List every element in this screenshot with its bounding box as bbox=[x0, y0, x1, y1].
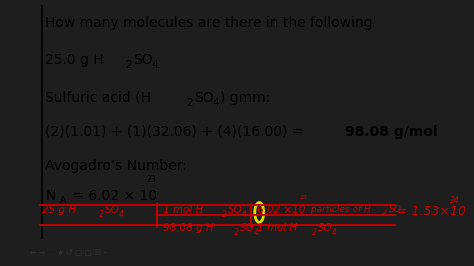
Text: 2: 2 bbox=[99, 210, 104, 219]
Text: 98.08 g H: 98.08 g H bbox=[163, 223, 213, 232]
Text: = 6.02 × 10: = 6.02 × 10 bbox=[67, 189, 157, 203]
Text: 2: 2 bbox=[312, 228, 317, 237]
Text: 2: 2 bbox=[125, 60, 131, 70]
Text: 4: 4 bbox=[212, 98, 219, 108]
Text: (2)(1.01) + (1)(32.06) + (4)(16.00) =: (2)(1.01) + (1)(32.06) + (4)(16.00) = bbox=[45, 125, 308, 139]
Text: 23: 23 bbox=[301, 195, 309, 200]
Text: 4: 4 bbox=[151, 60, 158, 70]
Text: 4: 4 bbox=[254, 228, 258, 237]
Text: 25 g H: 25 g H bbox=[42, 205, 76, 215]
Text: 25.0 g H: 25.0 g H bbox=[45, 53, 104, 67]
Text: SO: SO bbox=[228, 205, 243, 215]
Text: = 1.53×10: = 1.53×10 bbox=[397, 205, 466, 218]
Text: 4: 4 bbox=[401, 210, 405, 215]
Text: SO: SO bbox=[194, 91, 214, 105]
Text: 6.02 ×10: 6.02 ×10 bbox=[256, 205, 305, 215]
Text: particles of H: particles of H bbox=[308, 205, 371, 214]
Text: SO: SO bbox=[389, 205, 401, 214]
Text: SO: SO bbox=[240, 223, 255, 232]
Text: ← → ... ★ ↺ □ □ ☒ -: ← → ... ★ ↺ □ □ ☒ - bbox=[30, 248, 106, 257]
Text: 24: 24 bbox=[450, 196, 459, 205]
Text: N: N bbox=[45, 189, 55, 203]
Text: 2: 2 bbox=[383, 210, 387, 215]
Text: SO: SO bbox=[105, 205, 120, 215]
Text: 4: 4 bbox=[118, 210, 124, 219]
Text: 4: 4 bbox=[331, 228, 336, 237]
Text: 4: 4 bbox=[242, 210, 246, 219]
Text: How many molecules are there in the following: How many molecules are there in the foll… bbox=[45, 16, 373, 30]
Text: 1 mol H: 1 mol H bbox=[256, 223, 297, 232]
Text: SO: SO bbox=[133, 53, 153, 67]
Text: ) gmm:: ) gmm: bbox=[220, 91, 270, 105]
Text: 2: 2 bbox=[222, 210, 227, 219]
Text: 23: 23 bbox=[146, 175, 156, 184]
Text: Sulfuric acid (H: Sulfuric acid (H bbox=[45, 91, 151, 105]
Text: A: A bbox=[60, 196, 66, 205]
Text: Avogadro’s Number:: Avogadro’s Number: bbox=[45, 159, 187, 173]
Text: 2: 2 bbox=[187, 98, 193, 108]
Text: 2: 2 bbox=[234, 228, 239, 237]
Text: 1 mol H: 1 mol H bbox=[163, 205, 203, 215]
Text: 98.08 g/mol: 98.08 g/mol bbox=[345, 125, 438, 139]
Text: SO: SO bbox=[318, 223, 333, 232]
